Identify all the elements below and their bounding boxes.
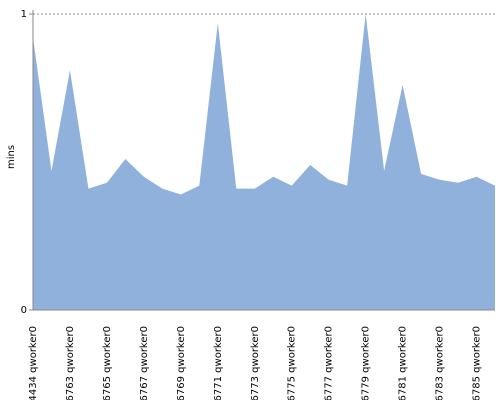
x-tick-label: #6763 qworker0 (65, 326, 76, 400)
x-tick-label: #6771 qworker0 (213, 326, 224, 400)
x-tick-label: #6781 qworker0 (398, 326, 409, 400)
y-tick-label: 0 (21, 305, 27, 316)
x-tick-label: #6779 qworker0 (361, 326, 372, 400)
x-tick-label: #6765 qworker0 (102, 326, 113, 400)
x-tick-label: #4434 qworker0 (28, 326, 39, 400)
x-tick-label: #6783 qworker0 (435, 326, 446, 400)
x-tick-label: #6773 qworker0 (250, 326, 261, 400)
area (33, 14, 495, 310)
x-tick-label: #6769 qworker0 (176, 326, 187, 400)
x-tick-label: #6775 qworker0 (287, 326, 298, 400)
x-tick-label: #6785 qworker0 (472, 326, 483, 400)
y-tick-label: 1 (21, 9, 27, 20)
y-axis-label: mins (6, 145, 17, 169)
x-tick-label: #6777 qworker0 (324, 326, 335, 400)
x-tick-label: #6767 qworker0 (139, 326, 150, 400)
